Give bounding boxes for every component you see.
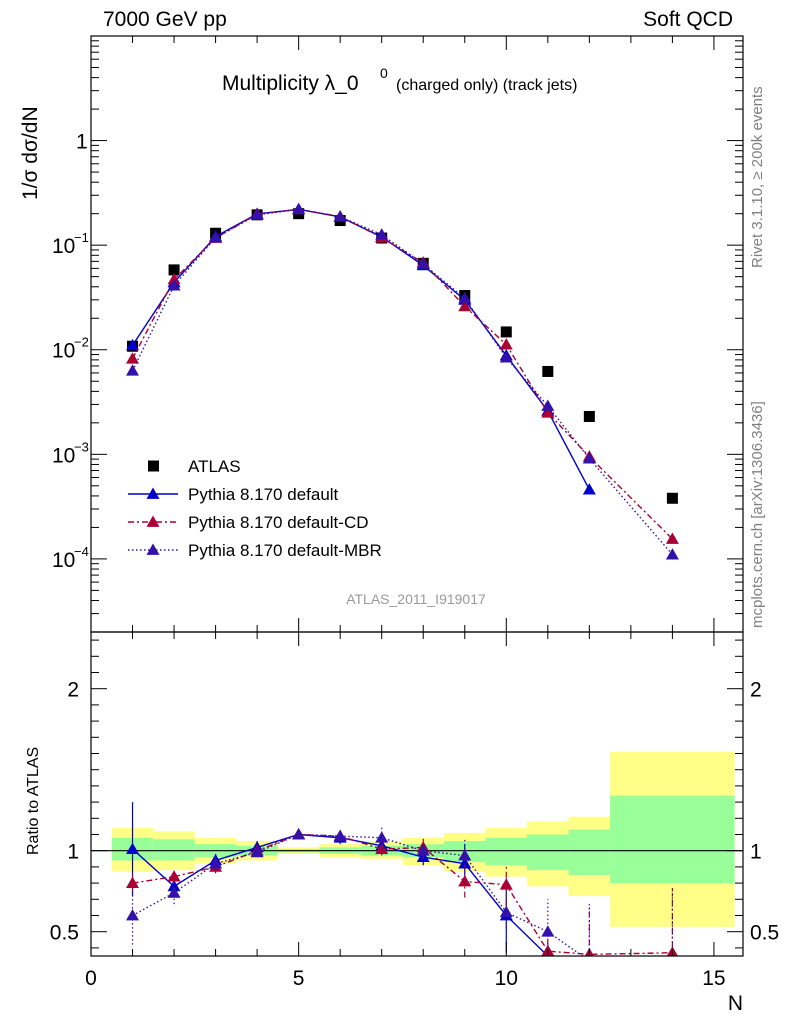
axis-ticks: [90, 35, 743, 956]
main-series-3-point-12: [665, 548, 679, 560]
chart-title: Multiplicity λ_0: [222, 72, 359, 95]
legend-marker-2: [146, 515, 160, 527]
y-tick-label-0: 1: [76, 131, 88, 154]
main-series-3-point-6: [375, 228, 389, 240]
ratio-series-2-point-1: [167, 886, 181, 898]
ratio-y-label-left-0: 0.5: [50, 922, 79, 945]
ratio-series-2-point-12: [666, 959, 679, 970]
main-series-2-point-10: [541, 406, 555, 418]
x-tick-label-0: 0: [85, 967, 97, 990]
main-series-3-point-7: [416, 257, 430, 269]
x-tick-label-10: 10: [495, 967, 518, 990]
main-series-0-point-9: [500, 326, 512, 338]
main-series-3-point-2: [209, 231, 223, 243]
band-green-11: [568, 829, 611, 875]
x-tick-label-5: 5: [293, 967, 305, 990]
main-y-axis-title: 1/σ dσ/dN: [19, 106, 42, 200]
legend-marker-0: [148, 460, 159, 472]
main-series-3-point-3: [250, 208, 264, 220]
legend-label-3: Pythia 8.170 default-MBR: [188, 541, 382, 560]
ratio-series-2-point-5: [333, 829, 347, 841]
y-tick-exp-1: −1: [74, 230, 89, 245]
main-series-3-point-4: [292, 202, 306, 215]
x-tick-label-15: 15: [702, 967, 725, 990]
main-series-0-point-1: [168, 264, 180, 276]
y-tick-label-1: 10: [52, 235, 75, 258]
band-green-1: [153, 839, 195, 861]
process-label: Soft QCD: [643, 8, 733, 31]
legend-marker-1: [146, 487, 160, 499]
ratio-series-2-point-0: [126, 909, 140, 921]
y-tick-label-3: 10: [52, 444, 75, 467]
main-series-1-point-11: [582, 483, 596, 495]
ratio-frame: [90, 631, 744, 957]
ratio-series-0-point-0: [126, 842, 140, 854]
ratio-y-label-right-2: 2: [750, 679, 762, 702]
rivet-version-label: Rivet 3.1.10, ≥ 200k events: [749, 86, 766, 268]
main-series-3-point-11: [582, 452, 596, 464]
legend-label-1: Pythia 8.170 default: [188, 485, 339, 504]
ratio-series-2-point-2: [209, 857, 223, 869]
ratio-y-axis-title: Ratio to ATLAS: [25, 747, 42, 855]
legend: ATLAS Pythia 8.170 default Pythia 8.170 de…: [128, 457, 382, 560]
reference-label: mcplots.cern.ch [arXiv:1306.3436]: [749, 401, 766, 628]
ratio-y-label-left-2: 2: [67, 679, 79, 702]
ratio-y-label-left-1: 1: [67, 841, 79, 864]
main-series-3-point-9: [499, 351, 513, 363]
band-green-10: [527, 834, 569, 871]
main-series-0-point-10: [542, 365, 554, 377]
panel-frames: [90, 35, 744, 957]
ratio-series-group: [126, 802, 679, 970]
ratio-series-1-point-8: [458, 874, 472, 887]
main-series-0-point-11: [583, 410, 595, 422]
legend-label-2: Pythia 8.170 default-CD: [188, 513, 369, 532]
chart-title-suffix: (charged only) (track jets): [396, 77, 577, 94]
main-series-3-point-8: [458, 291, 472, 304]
ratio-y-label-right-0: 0.5: [750, 922, 779, 945]
main-series-3-point-5: [333, 210, 347, 222]
y-tick-exp-2: −2: [74, 335, 89, 350]
main-series-3-point-0: [126, 364, 140, 376]
main-series-2-point-12: [665, 532, 679, 544]
band-green-12: [610, 795, 735, 884]
ratio-y-label-right-1: 1: [750, 841, 762, 864]
legend-label-0: ATLAS: [188, 457, 241, 476]
main-series-1-line: [131, 208, 590, 490]
main-series-group: [126, 202, 679, 560]
ratio-series-2-point-10: [541, 925, 555, 937]
analysis-watermark: ATLAS_2011_I919017: [346, 591, 486, 607]
ratio-bands: [91, 751, 743, 927]
main-series-0-point-12: [666, 492, 678, 504]
ratio-series-2-point-9: [499, 905, 513, 918]
y-tick-exp-4: −4: [74, 544, 89, 559]
energy-label: 7000 GeV pp: [103, 8, 227, 31]
y-tick-exp-3: −3: [74, 439, 89, 454]
ratio-series-2-point-8: [458, 849, 472, 861]
main-series-1-point-0: [126, 338, 140, 351]
y-tick-label-4: 10: [52, 549, 75, 572]
ratio-series-2-point-4: [292, 828, 306, 840]
ratio-series-0-point-1: [167, 879, 181, 892]
ratio-series-1-point-1: [167, 870, 181, 882]
ratio-series-1-point-0: [126, 876, 140, 888]
ratio-series-1-point-9: [499, 878, 513, 890]
main-series-2-point-0: [126, 352, 140, 364]
main-series-2-point-9: [499, 338, 513, 350]
y-tick-label-2: 10: [52, 340, 75, 363]
main-series-3-point-10: [541, 399, 555, 411]
main-series-2-point-8: [458, 299, 472, 312]
chart-title-superscript: 0: [380, 65, 388, 81]
ratio-series-2-point-6: [375, 831, 389, 843]
x-axis-title: N: [728, 992, 743, 1015]
ratio-series-2-point-3: [250, 845, 264, 858]
ratio-series-0-point-8: [458, 857, 472, 869]
band-green-9: [485, 837, 528, 866]
legend-marker-3: [146, 543, 160, 555]
main-series-2-point-1: [167, 272, 181, 285]
ratio-series-2-point-7: [416, 844, 430, 856]
main-series-3-point-1: [167, 279, 181, 291]
